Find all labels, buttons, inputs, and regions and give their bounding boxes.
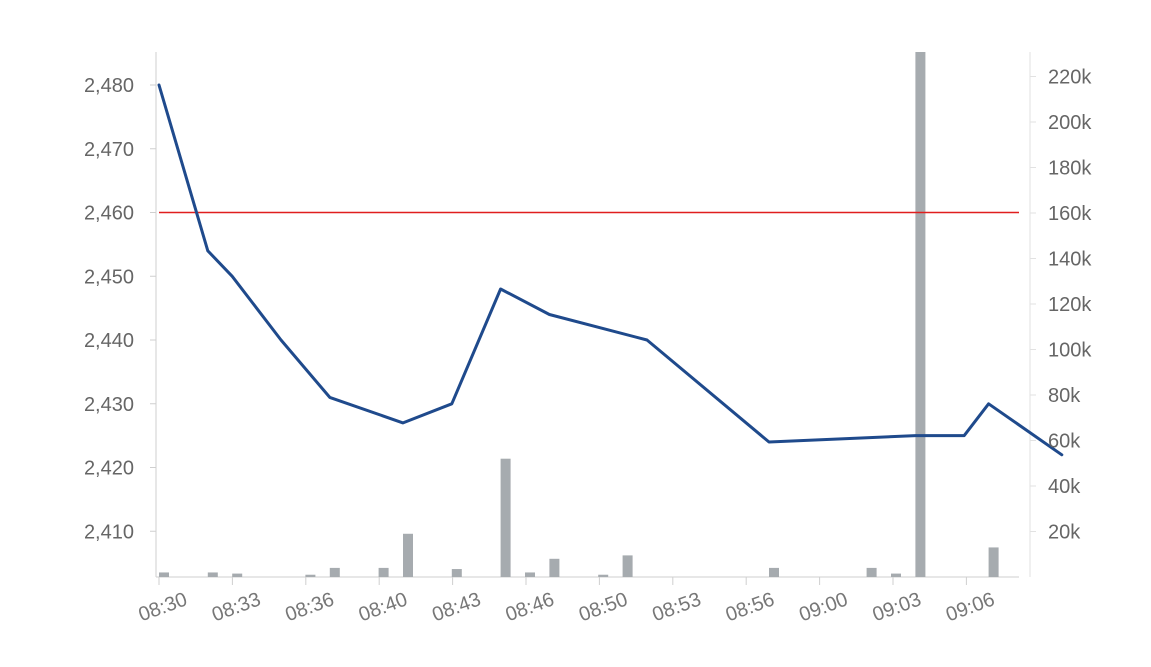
x-tick-label: 08:36 [282,588,337,626]
volume-bar [500,458,511,577]
y-left-tick-label: 2,460 [84,203,134,225]
volume-bar [988,547,999,577]
volume-bar [769,567,779,577]
y-right-tick-label: 220k [1048,67,1092,89]
tick-labels-group: 2,410 2,420 2,430 2,440 2,450 2,460 2,470 2,480… [84,67,1092,627]
y-left-tick-label: 2,430 [84,394,134,416]
price-line-group [157,83,1064,457]
volume-bar [378,567,389,577]
volume-bar [232,573,243,577]
y-right-tick-label: 120k [1048,294,1092,316]
x-tick-label: 08:43 [429,588,484,626]
x-tick-label: 08:33 [209,588,264,626]
x-tick-label: 09:06 [943,588,998,626]
volume-bar [866,567,877,577]
volume-bar [207,572,218,577]
y-left-tick-label: 2,470 [84,139,134,161]
x-tick-label: 08:50 [576,588,631,626]
y-right-tick-label: 180k [1048,158,1092,180]
y-left-tick-label: 2,440 [84,330,134,352]
y-left-tick-label: 2,410 [84,521,134,543]
volume-bar [329,567,340,577]
volume-bars-group [159,52,999,577]
volume-bar [598,574,609,577]
y-right-tick-label: 160k [1048,203,1092,225]
axes-group [150,52,1036,585]
volume-bar [622,555,633,577]
y-right-tick-label: 200k [1048,112,1092,134]
volume-bar [451,569,462,577]
x-tick-label: 08:40 [356,588,411,626]
y-right-tick-label: 80k [1048,385,1081,407]
volume-bar [403,533,413,577]
volume-bar [159,572,169,577]
x-tick-label: 08:56 [723,588,778,626]
x-tick-label: 08:46 [503,588,558,626]
y-right-tick-label: 60k [1048,431,1081,453]
y-left-tick-label: 2,450 [84,266,134,288]
price-line [157,83,1064,457]
volume-bar [305,574,316,577]
volume-bar [525,572,535,577]
x-tick-label: 08:30 [136,588,191,626]
y-right-tick-label: 140k [1048,249,1092,271]
y-right-tick-label: 20k [1048,522,1081,544]
volume-bar [915,52,926,577]
y-right-tick-label: 100k [1048,340,1092,362]
y-left-tick-label: 2,480 [84,75,134,97]
volume-bar [891,573,901,577]
x-tick-label: 08:53 [649,588,704,626]
y-left-tick-label: 2,420 [84,458,134,480]
x-tick-label: 09:00 [796,588,851,626]
x-tick-label: 09:03 [870,588,925,626]
volume-bar [549,558,560,577]
y-right-tick-label: 40k [1048,476,1081,498]
